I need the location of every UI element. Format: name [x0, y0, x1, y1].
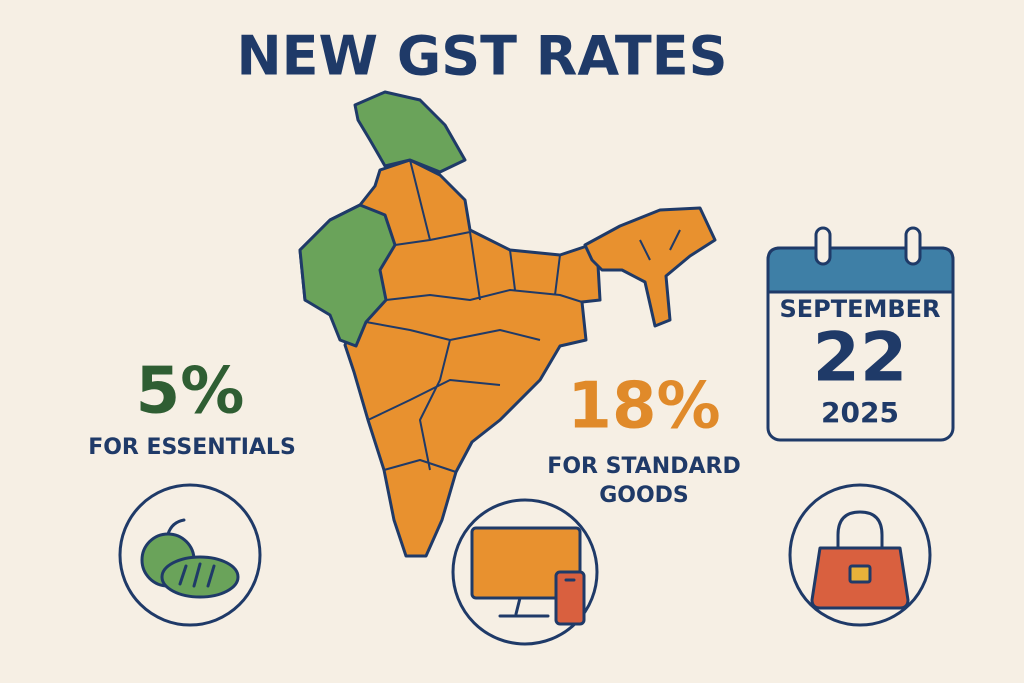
- rate-label: GOODS: [599, 483, 689, 508]
- date-day: 22: [813, 319, 908, 398]
- date-month: SEPTEMBER: [779, 295, 940, 323]
- calendar: SEPTEMBER 22 2025: [766, 226, 955, 442]
- date-year: 2025: [821, 396, 899, 429]
- title: NEW GST RATES: [236, 25, 727, 88]
- rate-value: 18%: [567, 370, 720, 444]
- bag-icon: [788, 483, 932, 627]
- rate-label: FOR STANDARD: [547, 454, 740, 479]
- rate-value: 5%: [136, 355, 245, 429]
- rate-label: FOR ESSENTIALS: [88, 435, 296, 460]
- india-map: [298, 90, 717, 558]
- essentials-icon: [118, 483, 262, 627]
- goods-icon: [451, 498, 599, 646]
